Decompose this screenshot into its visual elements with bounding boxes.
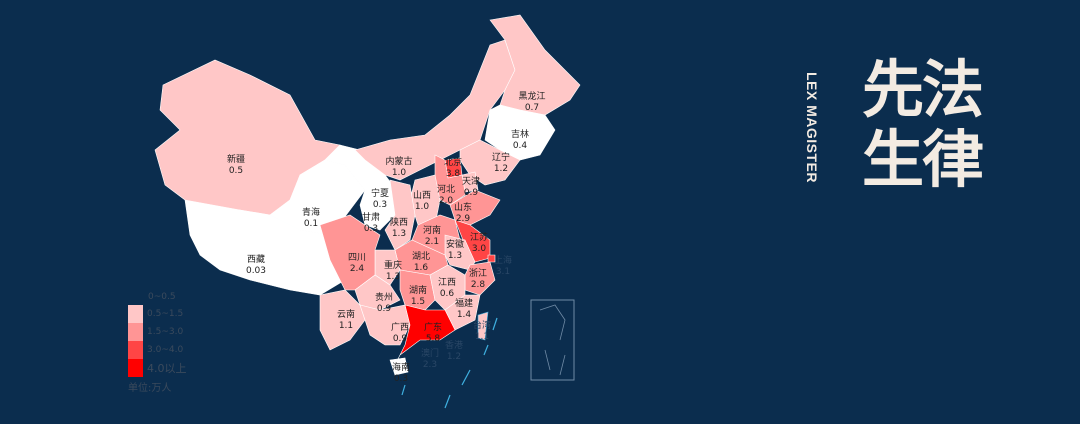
brand-logo-chinese: 先法生律 <box>862 53 984 196</box>
province-value-label: 0.9 <box>377 304 392 314</box>
province-value-label: 5.8 <box>426 334 441 344</box>
province-name-label: 广西 <box>391 321 409 333</box>
province-name-label: 内蒙古 <box>385 155 412 167</box>
province-name-label: 海南 <box>392 361 410 373</box>
province-name-label: 河南 <box>423 224 441 236</box>
province-29[interactable] <box>394 304 456 366</box>
province-name-label: 江西 <box>438 277 456 288</box>
province-name-label: 天津 <box>462 176 480 187</box>
legend-label: 3.0~4.0 <box>147 345 184 355</box>
province-name-label: 湖北 <box>412 251 430 262</box>
province-name-label: 河北 <box>437 183 455 195</box>
province-name-label: 山东 <box>454 201 472 213</box>
legend-unit: 单位:万人 <box>128 383 172 394</box>
province-name-label: 新疆 <box>227 153 245 165</box>
province-value-label: 3.8 <box>446 169 461 179</box>
province-value-label: 1.3 <box>392 229 406 239</box>
province-value-label: 1.6 <box>414 263 429 273</box>
province-value-label: 2.0 <box>439 196 454 206</box>
province-name-label: 黑龙江 <box>518 90 545 102</box>
province-31[interactable] <box>477 311 489 341</box>
province-name-label: 北京 <box>444 156 462 168</box>
province-value-label: 2.3 <box>423 360 437 370</box>
province-name-label: 湖南 <box>409 284 427 296</box>
province-name-label: 贵州 <box>375 291 393 303</box>
province-name-label: 浙江 <box>469 267 487 279</box>
province-30[interactable] <box>389 357 409 376</box>
province-value-label: 0.3 <box>373 200 387 210</box>
province-name-label: 山西 <box>413 190 431 201</box>
province-name-label: 上海 <box>494 254 512 266</box>
province-value-label: 2.4 <box>350 264 365 274</box>
legend-label: 1.5~3.0 <box>147 327 184 337</box>
province-name-label: 甘肃 <box>362 211 380 223</box>
province-value-label: 0.1 <box>304 219 318 229</box>
province-value-label: 2.8 <box>471 280 486 290</box>
province-value-label: 0.3 <box>394 374 408 384</box>
province-value-label: 1.5 <box>411 297 425 307</box>
province-28[interactable] <box>359 304 411 346</box>
province-name-label: 重庆 <box>384 259 402 271</box>
province-value-label: 1.3 <box>448 251 462 261</box>
province-27[interactable] <box>319 289 366 351</box>
legend-item: 1.5~3.0 <box>128 323 187 341</box>
province-name-label: 安徽 <box>446 238 464 250</box>
province-name-label: 广东 <box>424 321 442 333</box>
province-value-label: 1.2 <box>494 164 508 174</box>
province-value-label: 0.6 <box>440 289 455 299</box>
province-value-label: 1.0 <box>415 202 430 212</box>
legend-item: 3.0~4.0 <box>128 341 187 359</box>
province-value-label: 2.9 <box>456 214 471 224</box>
province-name-label: 四川 <box>348 253 366 263</box>
province-name-label: 吉林 <box>511 128 529 140</box>
legend-label: 4.0以上 <box>147 362 187 375</box>
province-13[interactable] <box>369 177 391 211</box>
province-6[interactable] <box>484 104 556 161</box>
legend-item: 0~0.5 <box>148 292 176 302</box>
province-name-label: 江苏 <box>470 231 488 243</box>
legend: 0~0.5 0.5~1.5 1.5~3.0 3.0~4.0 4.0以上 单位:万… <box>128 292 187 394</box>
province-value-label: 1.4 <box>457 310 472 320</box>
province-name-label: 福建 <box>455 297 473 309</box>
province-value-label: 1.2 <box>447 352 461 362</box>
legend-item: 0.5~1.5 <box>128 305 187 323</box>
legend-item: 4.0以上 <box>128 359 187 377</box>
province-name-label: 辽宁 <box>492 151 510 163</box>
province-name-label: 香港 <box>445 339 463 351</box>
province-name-label: 宁夏 <box>371 187 389 199</box>
province-name-label: 陕西 <box>390 216 408 228</box>
legend-label: 0.5~1.5 <box>147 309 184 319</box>
province-value-label: 0.3 <box>364 224 378 234</box>
province-value-label: 1.1 <box>339 321 353 331</box>
coast-islands <box>401 317 498 409</box>
province-value-label: 0.4 <box>513 141 528 151</box>
province-18[interactable] <box>487 254 496 263</box>
province-14[interactable] <box>384 179 416 251</box>
province-value-label: 1.3 <box>386 272 400 282</box>
province-value-label: 1.1 <box>475 332 489 342</box>
province-value-label: 3.0 <box>472 244 487 254</box>
brand-english: LEX MAGISTER <box>804 72 820 184</box>
province-value-label: 0.9 <box>464 188 479 198</box>
south-china-sea-inset <box>530 299 575 381</box>
province-22[interactable] <box>319 214 381 291</box>
province-value-label: 2.1 <box>425 237 439 247</box>
province-value-label: 1.0 <box>392 168 407 178</box>
province-value-label: 3.1 <box>496 267 510 277</box>
province-name-label: 西藏 <box>247 253 265 265</box>
province-name-label: 澳门 <box>421 347 439 359</box>
province-name-label: 台湾 <box>473 319 491 331</box>
province-value-label: 0.9 <box>393 334 408 344</box>
province-value-label: 0.5 <box>229 166 243 176</box>
province-value-label: 0.03 <box>246 266 266 276</box>
province-name-label: 云南 <box>337 308 355 320</box>
province-name-label: 青海 <box>302 206 320 218</box>
province-value-label: 0.7 <box>525 103 539 113</box>
